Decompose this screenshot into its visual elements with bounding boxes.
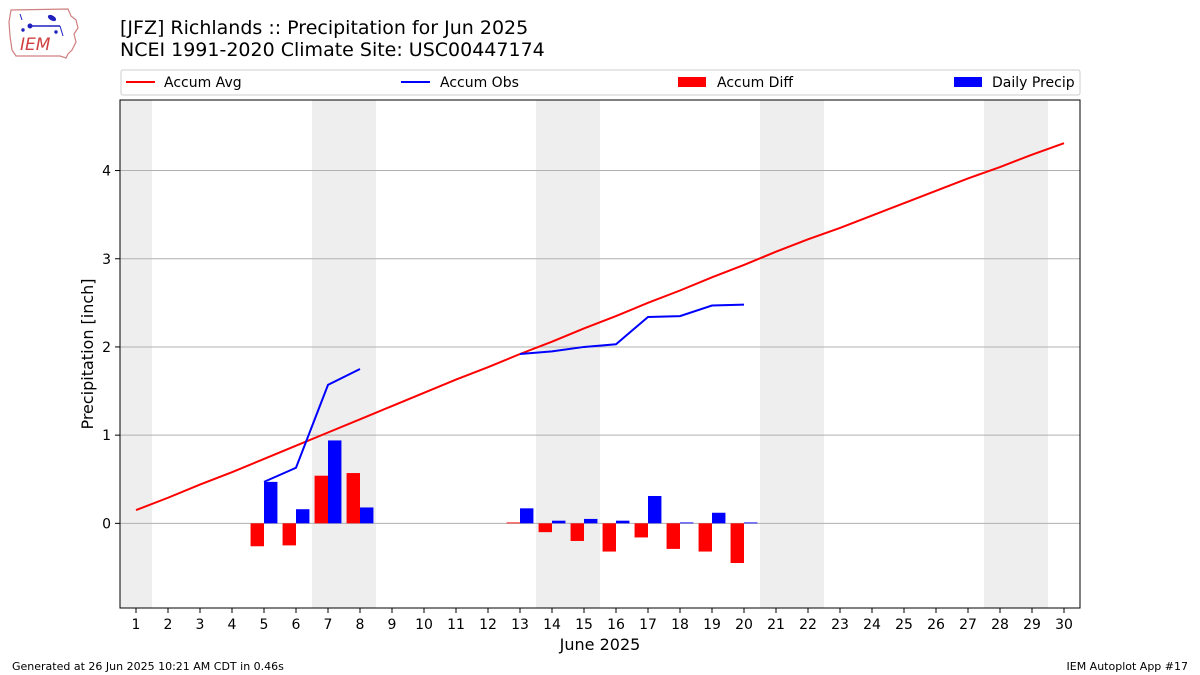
daily-precip-bar: [616, 520, 630, 524]
x-axis-label: June 2025: [559, 635, 641, 654]
accum-diff-bar: [250, 523, 264, 547]
x-tick-label: 2: [164, 617, 173, 633]
accum-diff-bar: [698, 523, 712, 552]
x-tick-label: 20: [735, 617, 753, 633]
x-tick-label: 29: [1023, 617, 1041, 633]
x-tick-label: 21: [767, 617, 785, 633]
legend-accum-obs-label: Accum Obs: [440, 75, 519, 91]
weekend-shade: [312, 100, 376, 608]
legend-daily-precip-swatch: [954, 77, 982, 87]
accum-diff-bar: [570, 523, 584, 541]
x-tick-label: 28: [991, 617, 1009, 633]
daily-precip-bar: [264, 481, 278, 524]
legend-accum-diff-label: Accum Diff: [717, 75, 793, 91]
x-tick-label: 23: [831, 617, 849, 633]
x-tick-label: 14: [543, 617, 561, 633]
accum-obs-line: [519, 303, 745, 355]
weekend-shade: [120, 100, 152, 608]
x-tick-label: 25: [895, 617, 913, 633]
legend-accum-diff-swatch: [678, 77, 706, 87]
chart-subtitle: NCEI 1991-2020 Climate Site: USC00447174: [120, 39, 545, 61]
daily-precip-bar: [744, 522, 758, 524]
accum-diff-bar: [730, 523, 744, 564]
x-tick-label: 8: [356, 617, 365, 633]
iem-logo: IEM: [8, 8, 79, 59]
x-tick-label: 6: [292, 617, 301, 633]
accum-diff-bar: [634, 523, 648, 538]
accum-diff-bar: [346, 473, 360, 524]
weather-station-icon: [19, 13, 64, 37]
daily-precip-bar: [680, 522, 694, 524]
x-tick-label: 5: [260, 617, 269, 633]
daily-precip-bar: [360, 507, 374, 524]
x-tick-label: 9: [388, 617, 397, 633]
accum-diff-bar: [314, 475, 328, 524]
weekend-shade: [760, 100, 824, 608]
x-tick-label: 1: [132, 617, 141, 633]
weekend-shade: [984, 100, 1048, 608]
accum-obs-line: [263, 368, 361, 483]
x-tick-label: 17: [639, 617, 657, 633]
app-footer: IEM Autoplot App #17: [1066, 660, 1189, 673]
chart-title: [JFZ] Richlands :: Precipitation for Jun…: [120, 17, 529, 39]
x-tick-label: 30: [1055, 617, 1073, 633]
weekend-shade: [536, 100, 600, 608]
x-tick-label: 12: [479, 617, 497, 633]
x-tick-label: 3: [196, 617, 205, 633]
x-tick-label: 27: [959, 617, 977, 633]
daily-precip-bar: [584, 518, 598, 524]
accum-diff-bar: [538, 523, 552, 533]
iowa-state-outline: [8, 8, 79, 59]
plot-frame: [119, 99, 1081, 609]
x-tick-label: 13: [511, 617, 529, 633]
generated-footer: Generated at 26 Jun 2025 10:21 AM CDT in…: [12, 660, 284, 673]
daily-precip-bar: [296, 509, 310, 524]
y-tick-label: 4: [102, 164, 111, 180]
y-tick-label: 1: [102, 428, 111, 444]
accum-diff-bar: [282, 523, 296, 546]
accum-diff-bar: [506, 522, 520, 524]
daily-precip-bar: [520, 508, 534, 524]
x-tick-label: 16: [607, 617, 625, 633]
daily-precip-bar: [552, 520, 566, 524]
y-tick-label: 2: [102, 340, 111, 356]
legend-box: [120, 69, 1081, 96]
accum-avg-line: [135, 142, 1065, 512]
daily-precip-bar: [648, 495, 662, 524]
daily-precip-bar: [328, 440, 342, 524]
daily-precip-bar: [712, 512, 726, 524]
y-tick-label: 3: [102, 252, 111, 268]
x-tick-label: 22: [799, 617, 817, 633]
accum-diff-bar: [666, 523, 680, 549]
x-tick-label: 10: [415, 617, 433, 633]
legend-daily-precip-label: Daily Precip: [992, 75, 1075, 91]
accum-diff-bar: [602, 523, 616, 552]
x-tick-label: 19: [703, 617, 721, 633]
y-axis-label: Precipitation [inch]: [78, 278, 97, 429]
x-tick-label: 11: [447, 617, 465, 633]
iem-logo-text: IEM: [20, 35, 51, 55]
x-tick-label: 24: [863, 617, 881, 633]
x-tick-label: 18: [671, 617, 689, 633]
x-tick-label: 4: [228, 617, 237, 633]
legend-accum-avg-label: Accum Avg: [164, 75, 242, 91]
y-tick-label: 0: [102, 516, 111, 532]
x-tick-label: 26: [927, 617, 945, 633]
x-tick-label: 7: [324, 617, 333, 633]
x-tick-label: 15: [575, 617, 593, 633]
